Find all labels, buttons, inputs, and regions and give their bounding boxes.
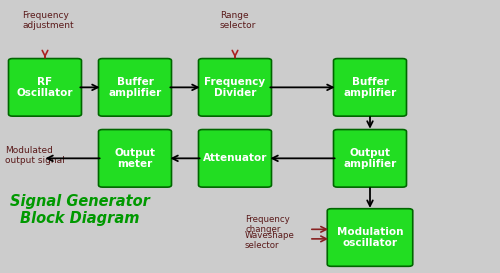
- FancyBboxPatch shape: [98, 129, 172, 187]
- FancyBboxPatch shape: [98, 58, 172, 116]
- Text: Range
selector: Range selector: [220, 11, 256, 30]
- Text: RF
Oscillator: RF Oscillator: [17, 76, 73, 98]
- FancyBboxPatch shape: [198, 129, 272, 187]
- Text: Buffer
amplifier: Buffer amplifier: [108, 76, 162, 98]
- Text: Output
meter: Output meter: [114, 147, 156, 169]
- Text: Waveshape
selector: Waveshape selector: [245, 230, 295, 250]
- Text: Frequency
adjustment: Frequency adjustment: [22, 11, 74, 30]
- Text: Modulated
output signal: Modulated output signal: [5, 146, 65, 165]
- FancyBboxPatch shape: [334, 58, 406, 116]
- FancyBboxPatch shape: [327, 209, 412, 266]
- Text: Attenuator: Attenuator: [203, 153, 267, 163]
- FancyBboxPatch shape: [8, 58, 82, 116]
- Text: Signal Generator
Block Diagram: Signal Generator Block Diagram: [10, 194, 150, 226]
- FancyBboxPatch shape: [334, 129, 406, 187]
- Text: Frequency
changer: Frequency changer: [245, 215, 290, 234]
- Text: Frequency
Divider: Frequency Divider: [204, 76, 266, 98]
- Text: Output
amplifier: Output amplifier: [344, 147, 396, 169]
- Text: Buffer
amplifier: Buffer amplifier: [344, 76, 396, 98]
- FancyBboxPatch shape: [198, 58, 272, 116]
- Text: Modulation
oscillator: Modulation oscillator: [337, 227, 403, 248]
